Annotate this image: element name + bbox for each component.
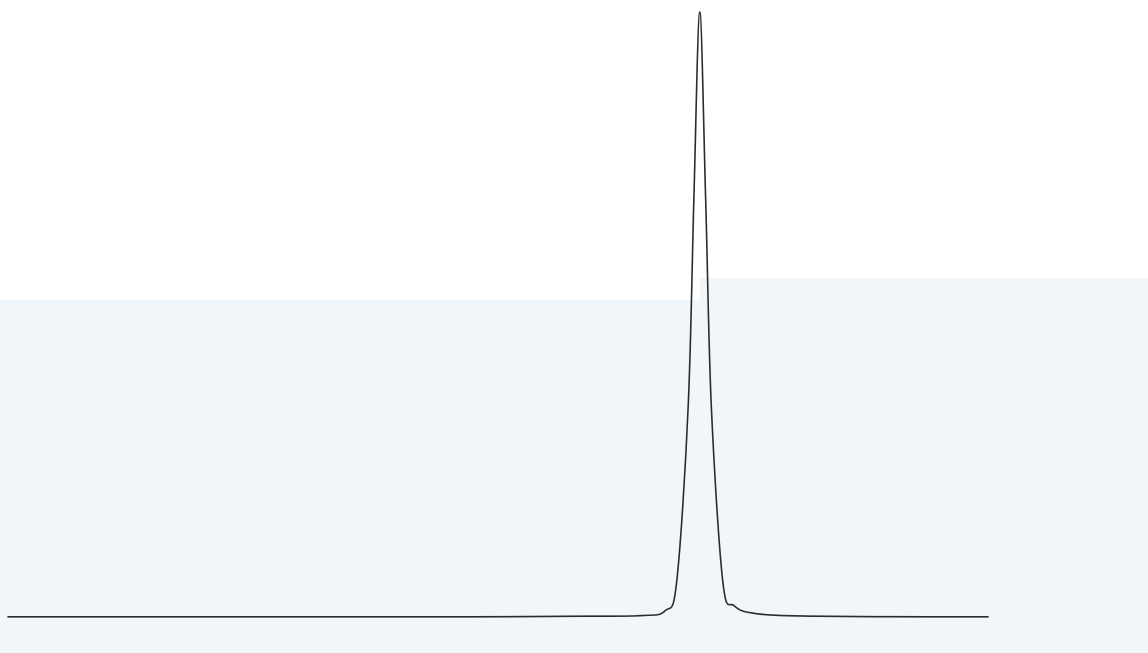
paper-tint-band xyxy=(0,278,1148,653)
signal-trace xyxy=(7,11,989,618)
